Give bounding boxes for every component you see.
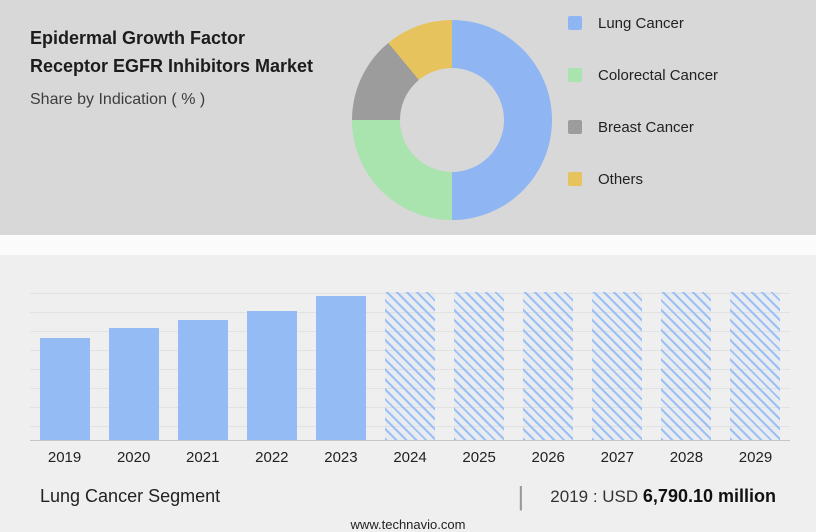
legend-label: Colorectal Cancer bbox=[598, 66, 719, 84]
x-axis-label: 2020 bbox=[116, 449, 151, 466]
x-axis-label: 2026 bbox=[531, 449, 565, 466]
x-axis-label: 2025 bbox=[462, 449, 496, 466]
x-axis-label: 2029 bbox=[738, 449, 773, 466]
bar-2022 bbox=[246, 311, 297, 440]
trend-panel: 2019 2020 2021 2022 2023 2024 2025 2026 2027 2028… bbox=[0, 255, 816, 532]
bar-slot bbox=[514, 292, 583, 440]
bar-slot bbox=[445, 292, 514, 440]
legend-swatch-icon bbox=[568, 68, 582, 82]
bars-container bbox=[30, 292, 790, 440]
legend-label: Breast Cancer bbox=[598, 118, 694, 136]
donut-hole bbox=[400, 68, 504, 172]
legend-label: Others bbox=[598, 170, 644, 188]
legend-swatch-icon bbox=[568, 120, 582, 134]
x-axis: 2019 2020 2021 2022 2023 2024 2025 2026 2027 2028… bbox=[30, 449, 790, 466]
x-axis-label: 2022 bbox=[255, 449, 289, 466]
title-block: Epidermal Growth Factor Receptor EGFR In… bbox=[30, 24, 360, 112]
bar-2029 bbox=[730, 292, 781, 440]
bar-slot bbox=[652, 292, 721, 440]
bar-slot bbox=[721, 292, 790, 440]
bar-slot bbox=[306, 296, 375, 440]
bar-slot bbox=[237, 311, 306, 440]
footer-row: Lung Cancer Segment | 2019 : USD 6,790.1… bbox=[40, 483, 776, 509]
x-axis-label: 2019 bbox=[47, 449, 82, 466]
legend-label: Lung Cancer bbox=[598, 14, 684, 32]
bar-2025 bbox=[454, 292, 505, 440]
legend-swatch-icon bbox=[568, 16, 582, 30]
plot-area bbox=[30, 292, 790, 441]
bar-slot bbox=[30, 338, 99, 440]
separator: | bbox=[517, 481, 525, 511]
x-axis-label: 2024 bbox=[393, 449, 427, 466]
website-text: www.technavio.com bbox=[350, 517, 466, 532]
legend-item: Breast Cancer bbox=[568, 116, 718, 138]
legend-swatch-icon bbox=[568, 172, 582, 186]
segment-label: Lung Cancer Segment bbox=[40, 485, 221, 506]
chart-legend: Lung Cancer Colorectal Cancer Breast Cance… bbox=[568, 12, 718, 220]
bar-2024 bbox=[385, 292, 436, 440]
overview-panel: Epidermal Growth Factor Receptor EGFR In… bbox=[0, 0, 816, 235]
x-axis-label: 2028 bbox=[669, 449, 704, 466]
bar-slot bbox=[375, 292, 444, 440]
legend-item: Colorectal Cancer bbox=[568, 64, 718, 86]
bar-2026 bbox=[523, 292, 574, 440]
x-axis-label: 2023 bbox=[324, 449, 358, 466]
bar-2021 bbox=[177, 320, 228, 440]
bar-2027 bbox=[592, 292, 643, 440]
bar-2019 bbox=[39, 338, 90, 440]
bar-slot bbox=[99, 328, 168, 440]
bar-2023 bbox=[315, 296, 366, 440]
bar-slot bbox=[168, 320, 237, 440]
page-title-line-1: Epidermal Growth Factor bbox=[30, 28, 246, 48]
bar-chart: 2019 2020 2021 2022 2023 2024 2025 2026 2027 2028… bbox=[30, 292, 790, 466]
bar-2020 bbox=[108, 328, 159, 440]
chart-subtitle: Share by Indication ( % ) bbox=[30, 91, 206, 108]
value-prefix: 2019 : USD bbox=[550, 486, 639, 506]
x-axis-label: 2021 bbox=[186, 449, 220, 466]
page-title-line-2: Receptor EGFR Inhibitors Market bbox=[30, 56, 314, 76]
panel-divider bbox=[0, 235, 816, 255]
bar-slot bbox=[583, 292, 652, 440]
value-bold: 6,790.10 million bbox=[642, 485, 776, 506]
legend-item: Others bbox=[568, 168, 718, 190]
value-group: 2019 : USD 6,790.10 million bbox=[550, 486, 776, 507]
donut-chart bbox=[352, 20, 552, 220]
x-axis-label: 2027 bbox=[600, 449, 634, 466]
bar-2028 bbox=[661, 292, 712, 440]
legend-item: Lung Cancer bbox=[568, 12, 718, 34]
